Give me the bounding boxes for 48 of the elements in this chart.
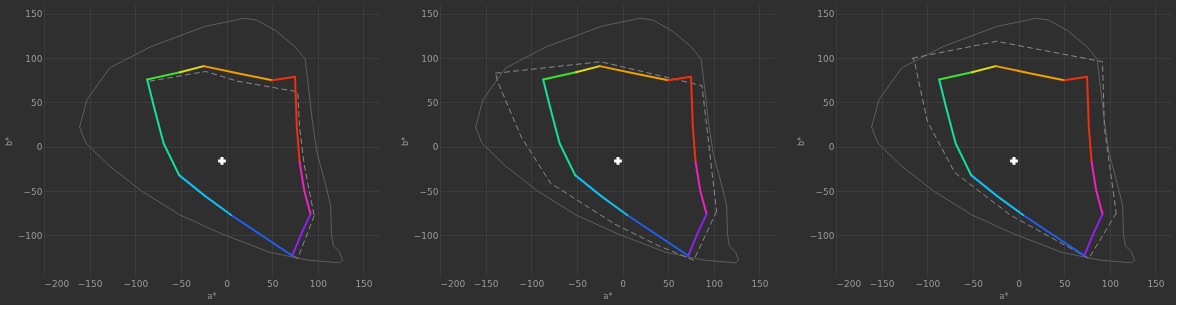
x-tick-label: 100	[309, 278, 328, 289]
x-tick-label: 50	[1058, 278, 1071, 289]
y-axis-title: b*	[4, 136, 14, 147]
y-tick-label: −100	[17, 230, 43, 241]
x-tick-label: −150	[77, 278, 103, 289]
x-tick-label: 150	[1147, 278, 1165, 289]
x-tick-label: 50	[662, 278, 675, 289]
x-tick-label: −150	[869, 278, 895, 289]
x-tick-label: 0	[224, 278, 231, 289]
y-tick-label: −50	[815, 186, 835, 197]
y-axis-title: b*	[796, 136, 806, 147]
x-tick-label: −200	[44, 278, 70, 289]
x-axis-title: a*	[603, 291, 613, 301]
x-tick-label: 100	[705, 278, 724, 289]
x-axis-title: a*	[207, 291, 217, 301]
x-tick-label: 0	[620, 278, 627, 289]
y-tick-label: −50	[419, 186, 439, 197]
x-tick-label: 150	[355, 278, 373, 289]
x-axis-title: a*	[999, 291, 1009, 301]
y-tick-label: 0	[828, 142, 835, 153]
y-tick-label: −100	[413, 230, 439, 241]
y-tick-label: −100	[809, 230, 835, 241]
x-tick-label: −150	[473, 278, 499, 289]
y-tick-label: 50	[823, 97, 835, 108]
x-tick-label: 0	[1016, 278, 1023, 289]
y-tick-label: 100	[817, 53, 835, 64]
x-tick-label: 100	[1101, 278, 1120, 289]
y-tick-label: 50	[427, 97, 439, 108]
y-tick-label: −50	[23, 186, 43, 197]
x-tick-label: −50	[171, 278, 192, 289]
x-tick-label: 50	[266, 278, 279, 289]
x-tick-label: −100	[123, 278, 149, 289]
x-tick-label: −50	[567, 278, 588, 289]
y-axis-title: b*	[400, 136, 410, 147]
x-tick-label: −100	[915, 278, 941, 289]
y-tick-label: 150	[25, 9, 43, 20]
y-tick-label: 100	[25, 53, 43, 64]
y-tick-label: 150	[421, 9, 439, 20]
y-tick-label: 0	[36, 142, 43, 153]
x-tick-label: −50	[963, 278, 984, 289]
x-tick-label: −200	[440, 278, 466, 289]
x-tick-label: −200	[836, 278, 862, 289]
x-tick-label: −100	[519, 278, 545, 289]
y-tick-label: 100	[421, 53, 439, 64]
y-tick-label: 0	[432, 142, 439, 153]
y-tick-label: 150	[817, 9, 835, 20]
x-tick-label: 150	[751, 278, 769, 289]
y-tick-label: 50	[31, 97, 43, 108]
